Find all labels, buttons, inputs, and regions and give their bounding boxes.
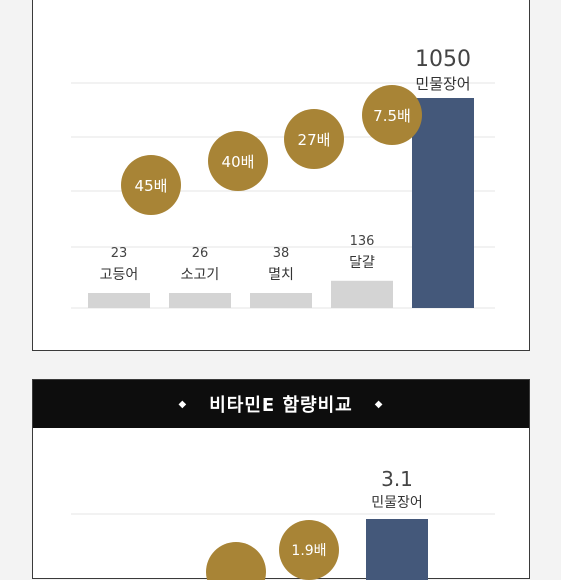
chart-1-svg: 고등어 23 소고기 26 멸치 38 달걀 136 민물장어 1050 45배 40배 27배 7.5배 — [71, 47, 495, 309]
ratio-badge-label: 1.9배 — [291, 543, 326, 559]
ratio-badge-label: 40배 — [222, 153, 255, 171]
bar — [88, 293, 150, 308]
chart-panel-1: 고등어 23 소고기 26 멸치 38 달걀 136 민물장어 1050 45배 40배 27배 7.5배 — [32, 0, 530, 351]
category-label: 고등어 — [100, 267, 139, 283]
diamond-icon: ◆ — [178, 398, 188, 410]
data-label: 38 — [273, 246, 290, 261]
category-label: 멸치 — [268, 267, 294, 283]
chart-2-title: 비타민E 함량비교 — [209, 395, 353, 416]
data-label: 1050 — [415, 47, 471, 72]
category-label: 달걀 — [349, 255, 375, 271]
bar-highlight — [412, 98, 474, 308]
bar-highlight — [366, 519, 428, 580]
data-label: 23 — [111, 246, 128, 261]
ratio-badge-label: 45배 — [135, 177, 168, 195]
chart-panel-2: 민물장어 3.1 1.9배 ◆ 비타민E 함량비교 ◆ — [32, 379, 530, 580]
chart-2-header: ◆ 비타민E 함량비교 ◆ — [33, 380, 529, 428]
ratio-badge — [206, 542, 266, 580]
ratio-badge — [362, 85, 422, 145]
data-label: 3.1 — [381, 467, 413, 491]
ratio-badge — [121, 155, 181, 215]
ratio-badge-label: 27배 — [298, 131, 331, 149]
category-label: 민물장어 — [415, 75, 470, 93]
bar — [331, 280, 393, 308]
data-label: 26 — [192, 246, 209, 261]
data-label: 136 — [350, 234, 375, 249]
ratio-badge — [208, 131, 268, 191]
ratio-badge-label: 7.5배 — [373, 107, 411, 125]
bar — [169, 293, 231, 308]
diamond-icon: ◆ — [374, 398, 384, 410]
bar — [250, 293, 312, 308]
category-label: 소고기 — [181, 267, 220, 283]
category-label: 민물장어 — [371, 495, 423, 511]
ratio-badge — [284, 109, 344, 169]
